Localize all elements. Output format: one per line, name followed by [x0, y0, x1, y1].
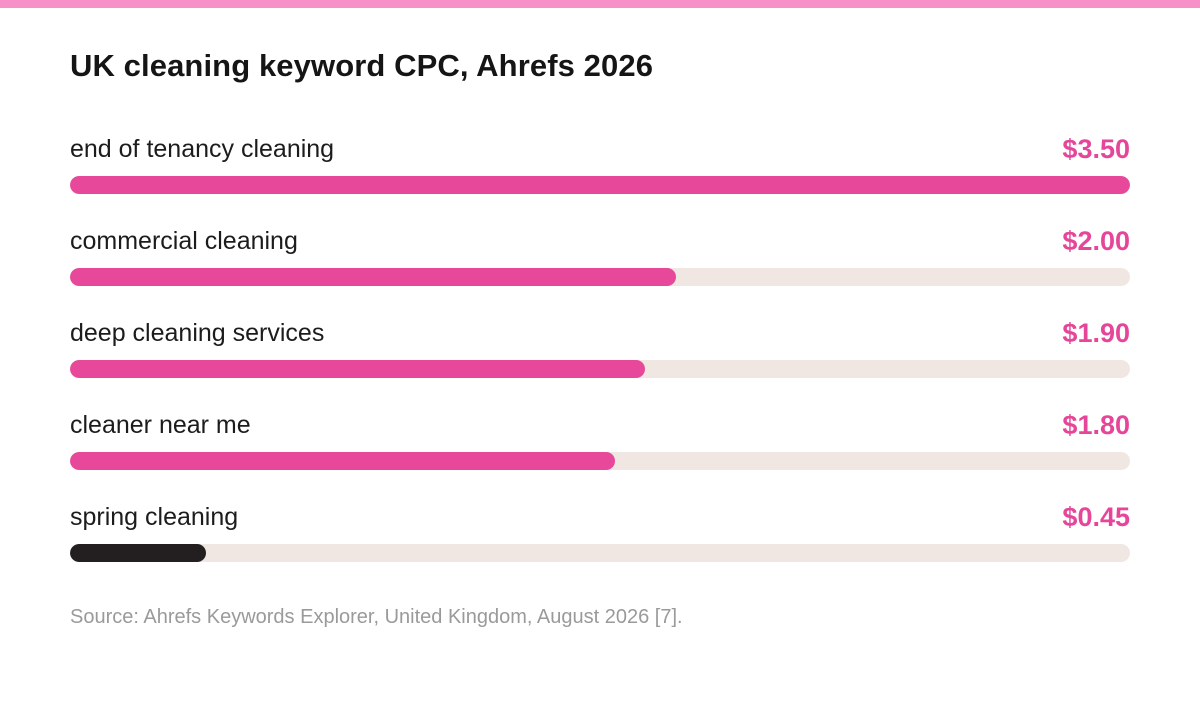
- bar-fill: [70, 176, 1130, 194]
- bar-row-end-of-tenancy-cleaning: end of tenancy cleaning $3.50: [70, 132, 1130, 224]
- bar-row-commercial-cleaning: commercial cleaning $2.00: [70, 224, 1130, 316]
- source-note: Source: Ahrefs Keywords Explorer, United…: [70, 606, 683, 628]
- bar-value-label: $2.00: [1062, 226, 1130, 256]
- bar-track: [70, 176, 1130, 194]
- bar-value-label: $1.80: [1062, 410, 1130, 440]
- bar-label: deep cleaning services: [70, 319, 325, 347]
- bar-chart: end of tenancy cleaning $3.50 commercial c…: [70, 132, 1130, 592]
- bar-track: [70, 360, 1130, 378]
- bar-label: commercial cleaning: [70, 227, 298, 255]
- bar-label: cleaner near me: [70, 411, 251, 439]
- bar-fill: [70, 544, 207, 562]
- top-accent-bar: [0, 0, 1200, 8]
- bar-fill: [70, 360, 646, 378]
- bar-label: end of tenancy cleaning: [70, 135, 335, 163]
- bar-track: [70, 544, 1130, 562]
- chart-title: UK cleaning keyword CPC, Ahrefs 2026: [70, 48, 654, 83]
- bar-track: [70, 268, 1130, 286]
- bar-track: [70, 452, 1130, 470]
- bar-row-cleaner-near-me: cleaner near me $1.80: [70, 408, 1130, 500]
- bar-label: spring cleaning: [70, 503, 239, 531]
- bar-fill: [70, 452, 616, 470]
- bar-value-label: $3.50: [1062, 134, 1130, 164]
- bar-value-label: $1.90: [1062, 318, 1130, 348]
- bar-row-spring-cleaning: spring cleaning $0.45: [70, 500, 1130, 592]
- bar-value-label: $0.45: [1062, 502, 1130, 532]
- bar-fill: [70, 268, 676, 286]
- bar-row-deep-cleaning-services: deep cleaning services $1.90: [70, 316, 1130, 408]
